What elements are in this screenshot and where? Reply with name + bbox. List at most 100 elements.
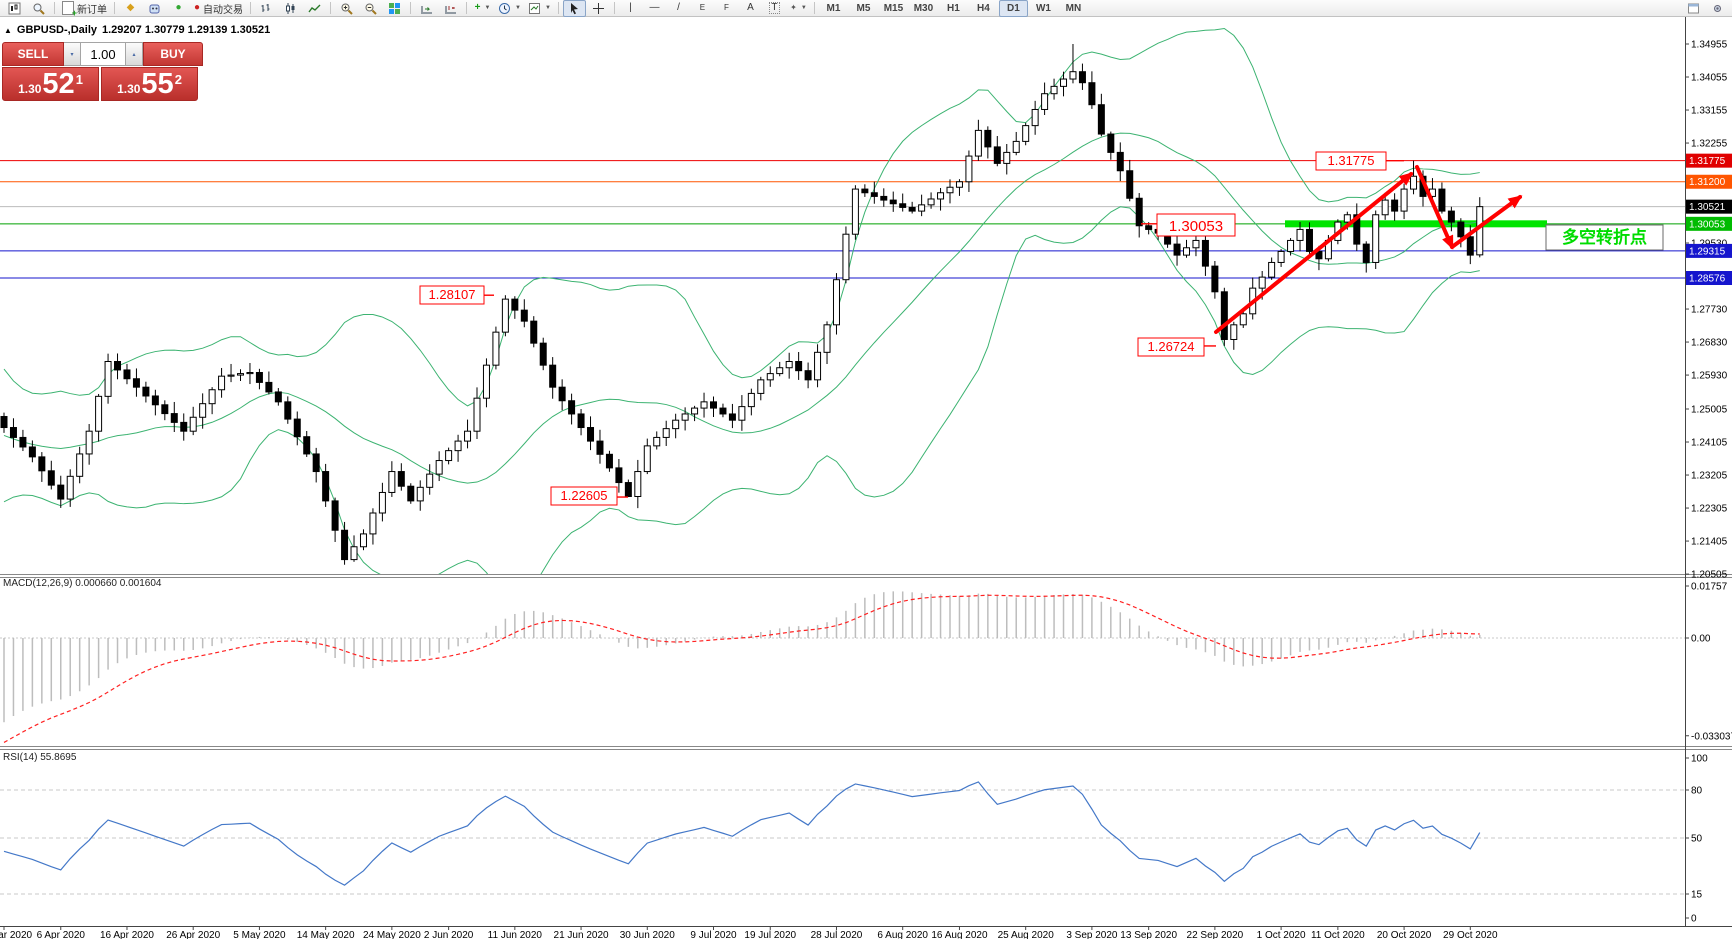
- timeframe-button-MN[interactable]: MN: [1065, 2, 1082, 14]
- toolbar-separator: [613, 2, 615, 14]
- svg-text:1.34955: 1.34955: [1691, 40, 1728, 51]
- vertical-line-icon: |: [629, 2, 632, 13]
- window-icon: [1688, 3, 1699, 13]
- timeframe-button-D1[interactable]: D1: [998, 0, 1028, 17]
- price-chart-svg[interactable]: 1.31775 1.30053 1.28107 1.22605 1.26724 多空转折点…: [0, 17, 1732, 939]
- svg-text:-0.033037: -0.033037: [1691, 731, 1732, 742]
- buy-button[interactable]: BUY: [143, 42, 203, 66]
- bid-price-small: 1.30: [18, 82, 42, 96]
- window-menu-button[interactable]: [1682, 0, 1705, 17]
- equidistant-channel-icon: E: [699, 3, 706, 12]
- text-tool-button[interactable]: A: [739, 0, 762, 17]
- bid-price-pane[interactable]: 1.30 52 1: [2, 67, 99, 101]
- fibonacci-tool-button[interactable]: F: [715, 0, 738, 17]
- timeframe-button-W1[interactable]: W1: [1035, 2, 1051, 14]
- expert-advisor-icon: [149, 4, 160, 13]
- magnifier-icon: [33, 3, 45, 15]
- channel-tool-button[interactable]: E: [691, 0, 714, 17]
- svg-text:29 Oct 2020: 29 Oct 2020: [1443, 930, 1498, 939]
- autotrade-icon: ●: [194, 2, 201, 13]
- templates-button[interactable]: ▼: [525, 0, 554, 17]
- timeframe-button-M15[interactable]: M15: [883, 2, 904, 14]
- svg-text:1.31775: 1.31775: [1689, 156, 1726, 167]
- svg-text:15: 15: [1691, 890, 1703, 901]
- timeframe-button-M5[interactable]: M5: [856, 2, 871, 14]
- volume-increase-button[interactable]: ▴: [126, 42, 143, 66]
- experts-button[interactable]: [143, 0, 166, 17]
- line-chart-icon: [308, 4, 321, 12]
- sound-button[interactable]: ●: [167, 0, 190, 17]
- svg-text:28 Jul 2020: 28 Jul 2020: [811, 930, 863, 939]
- svg-text:1.30521: 1.30521: [1689, 202, 1726, 213]
- svg-text:100: 100: [1691, 754, 1708, 765]
- timeframe-button-H1[interactable]: H1: [947, 2, 960, 14]
- svg-text:1.30053: 1.30053: [1169, 218, 1223, 235]
- options-button[interactable]: [1706, 0, 1729, 17]
- buy-label: BUY: [160, 47, 186, 61]
- svg-text:27 Mar 2020: 27 Mar 2020: [0, 930, 33, 939]
- autotrade-button[interactable]: ● 自动交易: [191, 0, 246, 17]
- label-tool-icon: T: [769, 2, 780, 14]
- arrows-tool-button[interactable]: ✦ ▼: [787, 0, 810, 17]
- svg-text:多空转折点: 多空转折点: [1562, 227, 1647, 247]
- hline-tool-button[interactable]: —: [643, 0, 666, 17]
- crosshair-tool-button[interactable]: [587, 0, 610, 17]
- tile-windows-button[interactable]: [383, 0, 406, 17]
- svg-text:22 Sep 2020: 22 Sep 2020: [1187, 930, 1244, 939]
- svg-text:1.27730: 1.27730: [1691, 305, 1728, 316]
- template-icon: [529, 2, 540, 14]
- toolbar-separator: [330, 2, 332, 14]
- svg-text:1.28576: 1.28576: [1689, 274, 1726, 285]
- periods-button[interactable]: ▼: [495, 0, 524, 17]
- crosshair-icon: [592, 2, 604, 14]
- sell-button[interactable]: SELL: [2, 42, 64, 66]
- mini-candles-icon: [8, 2, 21, 14]
- svg-text:16 Aug 2020: 16 Aug 2020: [931, 930, 988, 939]
- mql-diamond-icon: ◆: [126, 2, 135, 13]
- svg-text:30 Jun 2020: 30 Jun 2020: [620, 930, 675, 939]
- cursor-tool-button[interactable]: [562, 0, 586, 17]
- volume-input[interactable]: [81, 42, 126, 66]
- chart-canvas[interactable]: 1.31775 1.30053 1.28107 1.22605 1.26724 多空转折点…: [0, 17, 1732, 939]
- label-tool-button[interactable]: T: [763, 0, 786, 17]
- svg-text:13 Sep 2020: 13 Sep 2020: [1120, 930, 1177, 939]
- candle-chart-button[interactable]: [279, 0, 302, 17]
- svg-text:9 Jul 2020: 9 Jul 2020: [690, 930, 737, 939]
- line-chart-button[interactable]: [303, 0, 326, 17]
- indicators-button[interactable]: + ▼: [471, 0, 494, 17]
- bid-price-sup: 1: [75, 72, 83, 87]
- svg-text:1.34055: 1.34055: [1691, 73, 1728, 84]
- svg-text:1.31775: 1.31775: [1328, 153, 1375, 168]
- zoom-in-button[interactable]: [335, 0, 358, 17]
- bar-chart-button[interactable]: [255, 0, 278, 17]
- trendline-tool-button[interactable]: /: [667, 0, 690, 17]
- zoom-out-button[interactable]: [359, 0, 382, 17]
- ask-price-pane[interactable]: 1.30 55 2: [101, 67, 198, 101]
- chart-window-icon[interactable]: [3, 0, 26, 17]
- svg-text:0.00: 0.00: [1691, 634, 1711, 645]
- spin-down-icon: ▾: [70, 51, 74, 58]
- auto-scroll-button[interactable]: [415, 0, 438, 17]
- timeframe-button-M30[interactable]: M30: [913, 2, 934, 14]
- mql-editor-button[interactable]: ◆: [119, 0, 142, 17]
- zoom-in-icon: [341, 3, 353, 15]
- vline-tool-button[interactable]: |: [619, 0, 642, 17]
- timeframe-button-H4[interactable]: H4: [977, 2, 990, 14]
- svg-text:2 Jun 2020: 2 Jun 2020: [424, 930, 474, 939]
- data-window-icon[interactable]: [27, 0, 50, 17]
- dropdown-arrow-icon: ▼: [800, 5, 807, 11]
- svg-text:1.21405: 1.21405: [1691, 537, 1728, 548]
- volume-decrease-button[interactable]: ▾: [64, 42, 81, 66]
- svg-text:1.26830: 1.26830: [1691, 338, 1728, 349]
- chart-shift-button[interactable]: [439, 0, 462, 17]
- chart-shift-icon: [445, 5, 457, 13]
- arrows-tool-icon: ✦: [790, 3, 797, 12]
- new-order-button[interactable]: + 新订单: [59, 0, 110, 18]
- toolbar-separator: [54, 2, 55, 14]
- svg-text:6 Aug 2020: 6 Aug 2020: [877, 930, 928, 939]
- svg-text:16 Apr 2020: 16 Apr 2020: [100, 930, 154, 939]
- bid-price-big: 52: [42, 68, 75, 101]
- svg-text:1.23205: 1.23205: [1691, 471, 1728, 482]
- svg-text:21 Jun 2020: 21 Jun 2020: [554, 930, 609, 939]
- timeframe-button-M1[interactable]: M1: [826, 2, 841, 14]
